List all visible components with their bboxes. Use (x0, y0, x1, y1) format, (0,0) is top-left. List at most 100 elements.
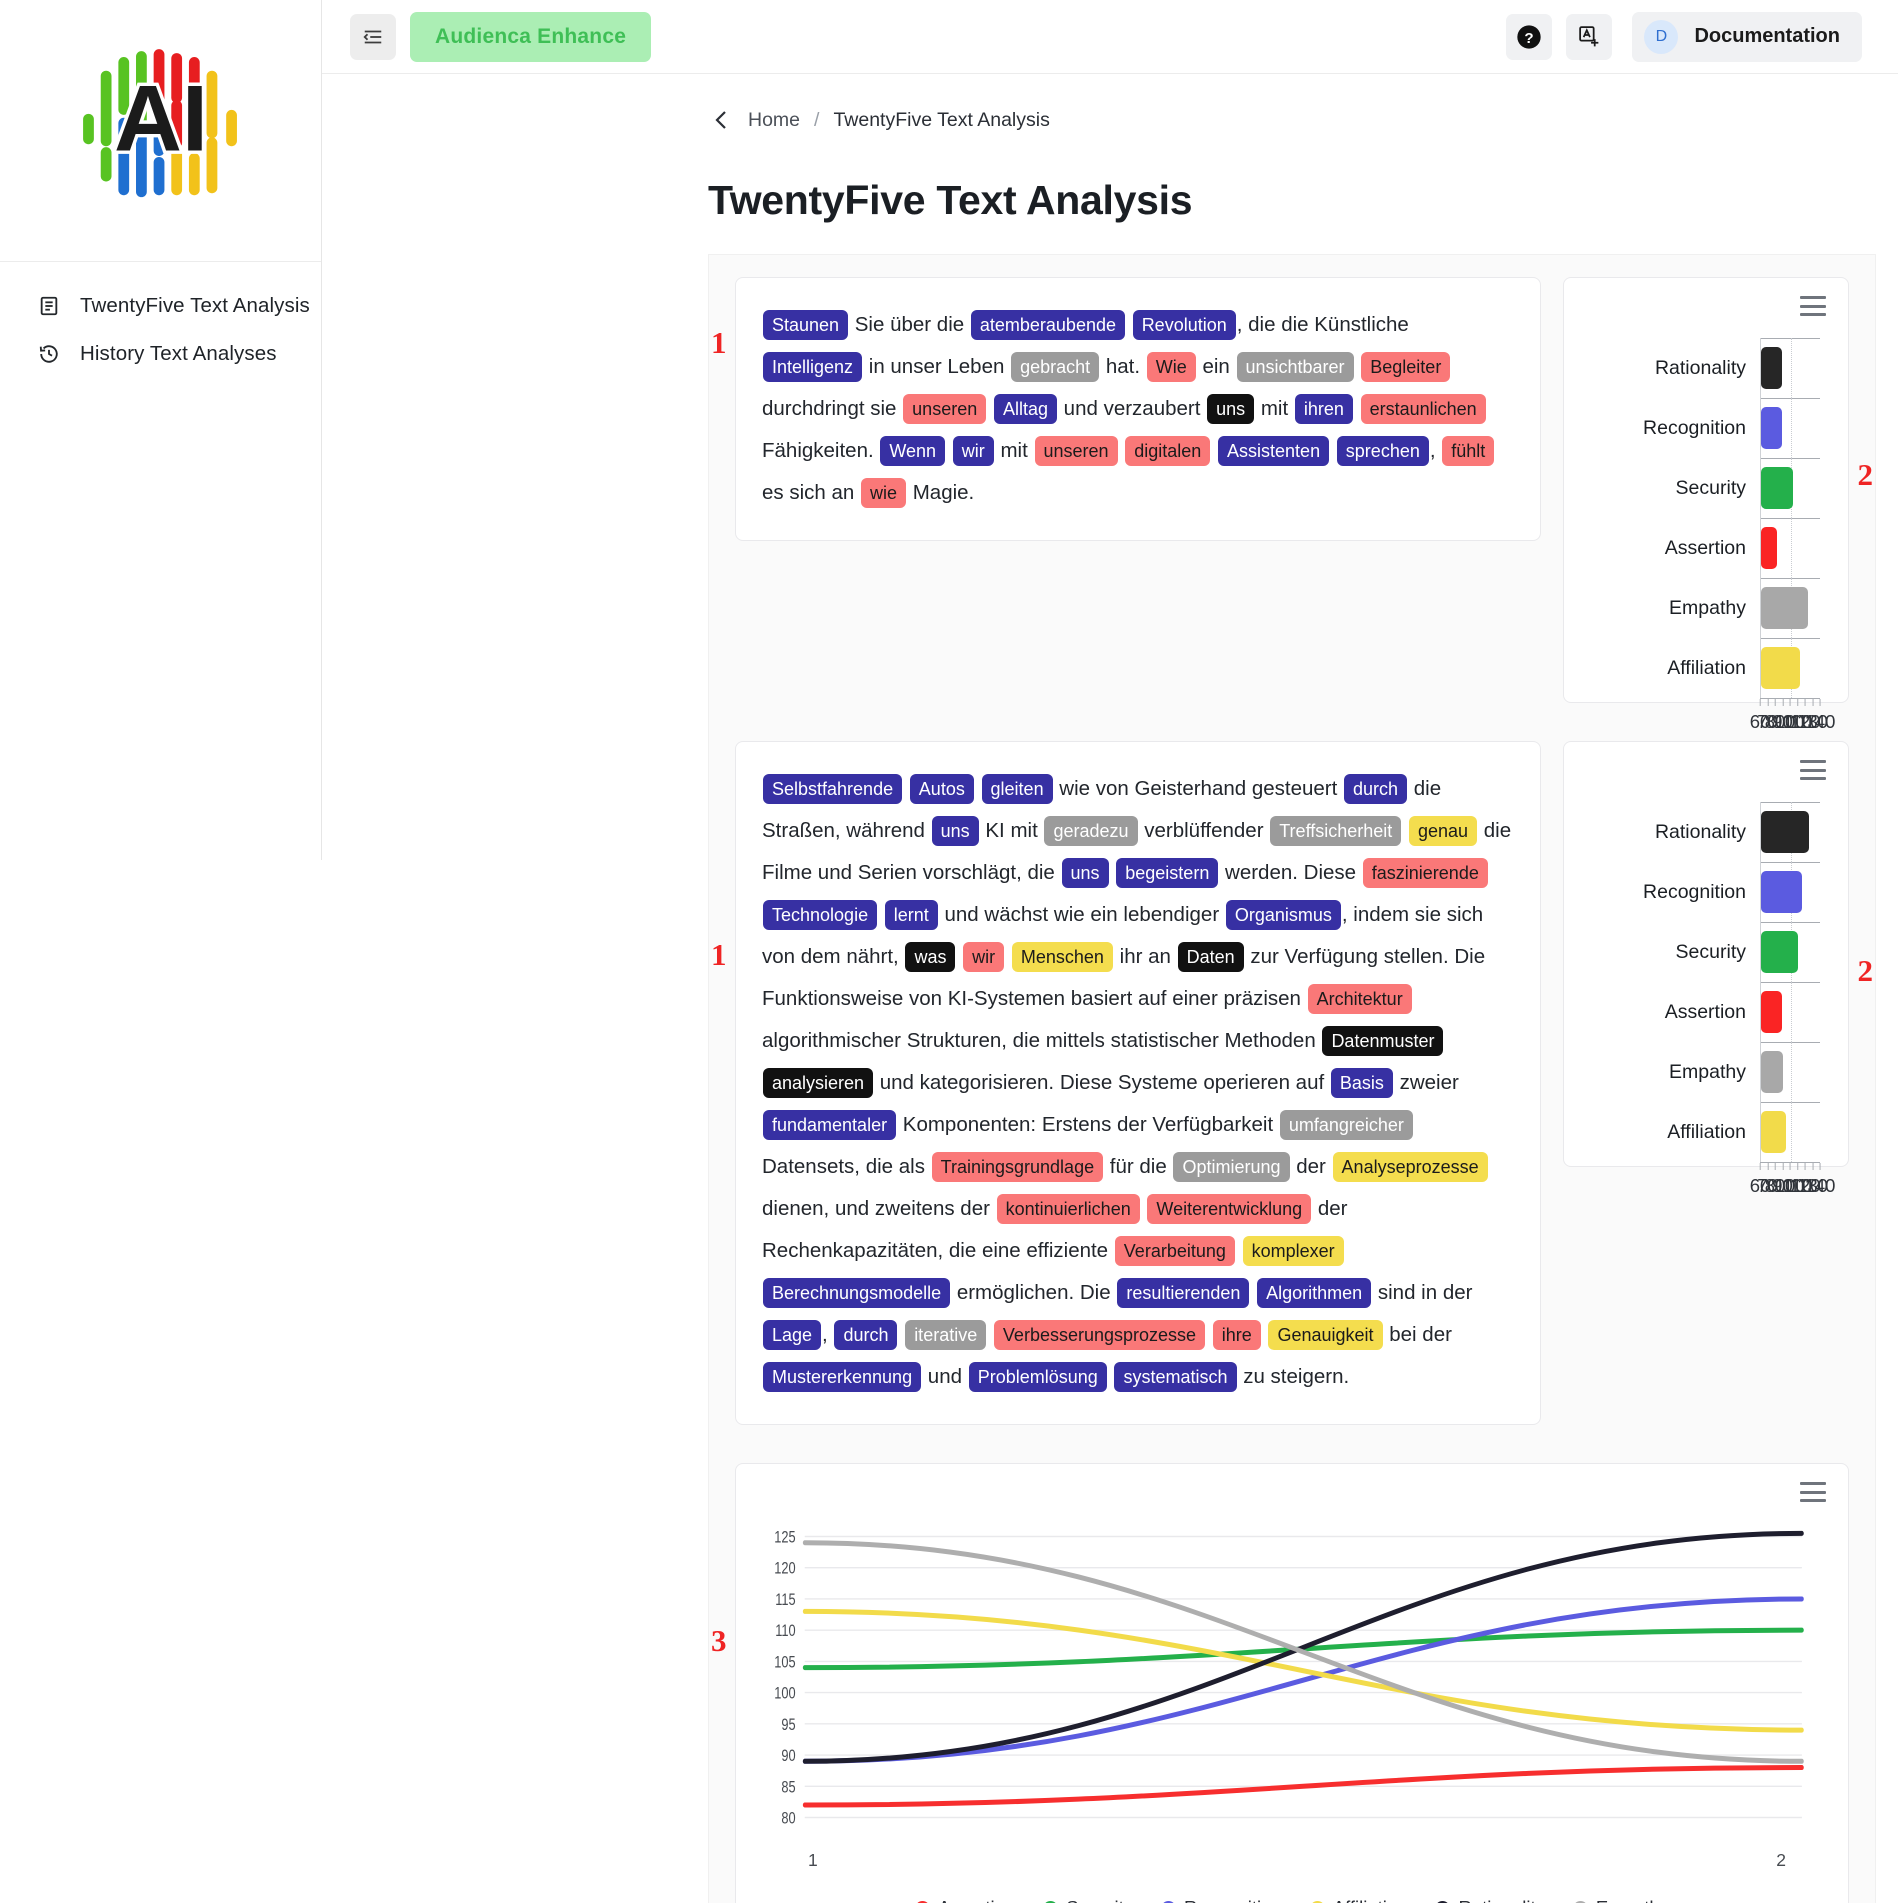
highlight-token-gray[interactable]: Treffsicherheit (1270, 816, 1402, 847)
highlight-token-black[interactable]: analysieren (763, 1068, 874, 1099)
highlight-token-red[interactable]: digitalen (1125, 436, 1211, 467)
highlight-token-blue[interactable]: Staunen (763, 310, 849, 341)
bar-fill[interactable] (1761, 587, 1809, 630)
legend-item-empathy[interactable]: Empathy (1572, 1897, 1669, 1903)
highlight-token-red[interactable]: Architektur (1307, 984, 1412, 1015)
highlight-token-blue[interactable]: Alltag (993, 394, 1057, 425)
highlight-token-blue[interactable]: Organismus (1225, 900, 1341, 931)
highlight-token-blue[interactable]: Wenn (880, 436, 946, 467)
highlight-token-red[interactable]: Verarbeitung (1114, 1236, 1235, 1267)
legend-item-assertion[interactable]: Assertion (915, 1897, 1015, 1903)
bar-fill[interactable] (1761, 347, 1783, 390)
bar-fill[interactable] (1761, 811, 1810, 854)
line-series-rationality[interactable] (802, 1531, 1804, 1765)
highlight-token-red[interactable]: Wie (1146, 352, 1196, 383)
bar-fill[interactable] (1761, 1051, 1783, 1094)
highlight-token-blue[interactable]: lernt (884, 900, 938, 931)
chart-menu-icon[interactable] (1800, 296, 1826, 317)
breadcrumb-home[interactable]: Home (748, 108, 801, 131)
highlight-token-gray[interactable]: umfangreicher (1279, 1110, 1413, 1141)
highlight-token-red[interactable]: wie (861, 478, 907, 509)
highlight-token-blue[interactable]: resultierenden (1117, 1278, 1250, 1309)
line-series-recognition[interactable] (802, 1596, 1804, 1765)
highlight-token-yellow[interactable]: genau (1408, 816, 1478, 847)
highlight-token-blue[interactable]: wir (952, 436, 994, 467)
highlight-token-blue[interactable]: Basis (1330, 1068, 1393, 1099)
highlight-token-red[interactable]: unseren (903, 394, 987, 425)
highlight-token-blue[interactable]: Problemlösung (968, 1362, 1107, 1393)
highlight-token-gray[interactable]: geradezu (1044, 816, 1138, 847)
legend-item-recognition[interactable]: Recognition (1161, 1897, 1282, 1903)
highlight-token-blue[interactable]: Technologie (763, 900, 878, 931)
sidebar-item-history-text-analyses[interactable]: History Text Analyses (0, 330, 321, 378)
sidebar-toggle-icon[interactable] (350, 13, 396, 60)
bar-fill[interactable] (1761, 1111, 1787, 1154)
highlight-token-black[interactable]: was (905, 942, 956, 973)
bar-fill[interactable] (1761, 647, 1801, 690)
highlight-token-blue[interactable]: Mustererkennung (763, 1362, 922, 1393)
highlight-token-red[interactable]: Weiterentwicklung (1147, 1194, 1312, 1225)
help-circle-icon[interactable]: ? (1506, 13, 1553, 60)
highlight-token-blue[interactable]: durch (834, 1320, 898, 1351)
highlight-token-red[interactable]: Begleiter (1361, 352, 1451, 383)
audienca-enhance-button[interactable]: Audienca Enhance (410, 11, 652, 62)
bar-fill[interactable] (1761, 467, 1794, 510)
legend-item-rationality[interactable]: Rationality (1435, 1897, 1545, 1903)
highlight-token-blue[interactable]: sprechen (1336, 436, 1429, 467)
highlight-token-blue[interactable]: begeistern (1116, 858, 1219, 889)
bar-fill[interactable] (1761, 871, 1802, 914)
chart-menu-icon[interactable] (1800, 760, 1826, 781)
highlight-token-yellow[interactable]: komplexer (1242, 1236, 1344, 1267)
highlight-token-blue[interactable]: Intelligenz (763, 352, 863, 383)
highlight-token-red[interactable]: ihre (1212, 1320, 1261, 1351)
highlight-token-yellow[interactable]: Genauigkeit (1268, 1320, 1383, 1351)
highlight-token-red[interactable]: fühlt (1442, 436, 1495, 467)
highlight-token-red[interactable]: unseren (1034, 436, 1118, 467)
highlight-token-yellow[interactable]: Menschen (1011, 942, 1113, 973)
line-series-affiliation[interactable] (802, 1609, 1804, 1734)
highlight-token-gray[interactable]: iterative (905, 1320, 987, 1351)
sidebar-item-twentyfive-text-analysis[interactable]: TwentyFive Text Analysis (0, 282, 321, 330)
chart-menu-icon[interactable] (1800, 1482, 1826, 1503)
highlight-token-blue[interactable]: gleiten (981, 774, 1053, 805)
highlight-token-gray[interactable]: unsichtbarer (1236, 352, 1354, 383)
highlight-token-blue[interactable]: fundamentaler (763, 1110, 897, 1141)
bar-fill[interactable] (1761, 407, 1783, 450)
translate-icon[interactable] (1566, 13, 1613, 60)
highlight-token-red[interactable]: kontinuierlichen (996, 1194, 1140, 1225)
highlight-token-gray[interactable]: gebracht (1011, 352, 1100, 383)
bar-reference-line (1790, 1042, 1792, 1103)
highlight-token-blue[interactable]: Berechnungsmodelle (763, 1278, 951, 1309)
highlight-token-black[interactable]: uns (1207, 394, 1255, 425)
line-series-empathy[interactable] (802, 1540, 1804, 1765)
highlight-token-blue[interactable]: durch (1344, 774, 1408, 805)
bar-fill[interactable] (1761, 991, 1783, 1034)
bar-fill[interactable] (1761, 931, 1798, 974)
highlight-token-yellow[interactable]: Analyseprozesse (1332, 1152, 1488, 1183)
legend-item-affiliation[interactable]: Affiliation (1309, 1897, 1407, 1903)
highlight-token-red[interactable]: wir (963, 942, 1005, 973)
highlight-token-black[interactable]: Datenmuster (1322, 1026, 1444, 1057)
documentation-chip[interactable]: D Documentation (1632, 11, 1862, 62)
legend-item-security[interactable]: Security (1043, 1897, 1133, 1903)
highlight-token-red[interactable]: faszinierende (1362, 858, 1488, 889)
highlight-token-red[interactable]: Verbesserungsprozesse (993, 1320, 1206, 1351)
chevron-left-icon[interactable] (710, 108, 734, 132)
highlight-token-red[interactable]: erstaunlichen (1360, 394, 1486, 425)
highlight-token-black[interactable]: Daten (1177, 942, 1244, 973)
highlight-token-red[interactable]: Trainingsgrundlage (931, 1152, 1104, 1183)
highlight-token-blue[interactable]: Assistenten (1218, 436, 1330, 467)
highlight-token-blue[interactable]: Algorithmen (1257, 1278, 1372, 1309)
highlight-token-blue[interactable]: Revolution (1132, 310, 1236, 341)
highlight-token-blue[interactable]: uns (931, 816, 979, 847)
highlight-token-blue[interactable]: Selbstfahrende (763, 774, 903, 805)
highlight-token-blue[interactable]: ihren (1294, 394, 1353, 425)
line-series-assertion[interactable] (802, 1765, 1804, 1808)
highlight-token-gray[interactable]: Optimierung (1173, 1152, 1290, 1183)
highlight-token-blue[interactable]: Lage (763, 1320, 822, 1351)
bar-fill[interactable] (1761, 527, 1778, 570)
highlight-token-blue[interactable]: Autos (909, 774, 974, 805)
highlight-token-blue[interactable]: systematisch (1114, 1362, 1237, 1393)
highlight-token-blue[interactable]: atemberaubende (970, 310, 1125, 341)
highlight-token-blue[interactable]: uns (1061, 858, 1109, 889)
